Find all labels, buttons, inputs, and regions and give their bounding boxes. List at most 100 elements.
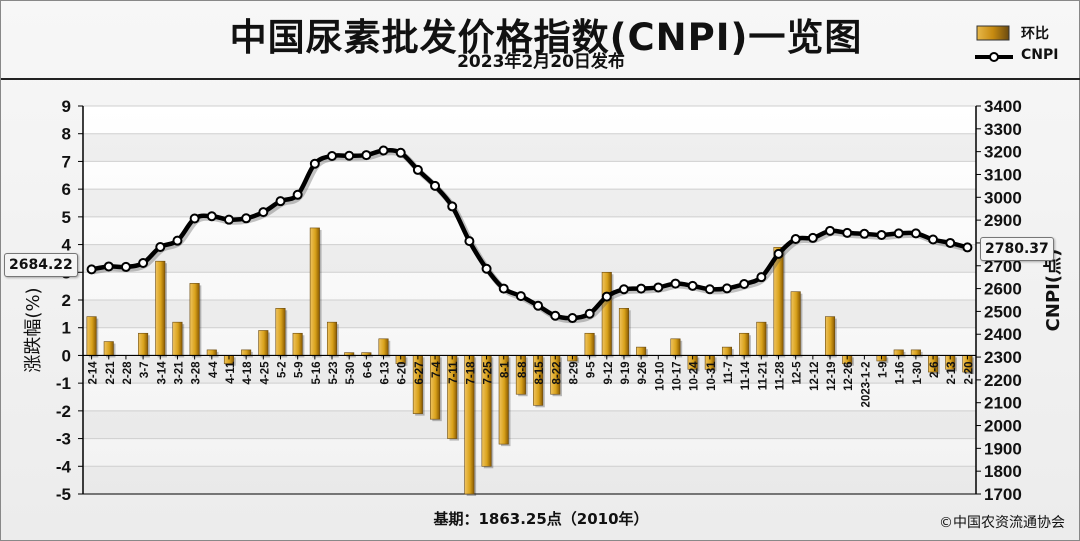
x-tick-label: 11-28 bbox=[775, 361, 787, 390]
cnpi-point bbox=[223, 214, 234, 225]
x-tick-label: 8-15 bbox=[534, 361, 546, 385]
bar bbox=[86, 316, 97, 356]
x-tick-label: 2-13 bbox=[946, 361, 958, 384]
left-tick-label: 0 bbox=[62, 346, 71, 365]
base-period-note: 基期：1863.25点（2010年） bbox=[433, 510, 649, 528]
x-tick-label: 12-19 bbox=[826, 361, 838, 390]
cnpi-point bbox=[601, 291, 612, 302]
cnpi-point bbox=[893, 228, 904, 239]
x-tick-label: 1-9 bbox=[878, 361, 890, 378]
left-tick-label: -1 bbox=[56, 374, 71, 393]
left-tick-label: 4 bbox=[62, 236, 72, 255]
bar bbox=[910, 349, 921, 356]
x-tick-label: 11-21 bbox=[757, 361, 769, 390]
x-tick-label: 12-26 bbox=[843, 361, 855, 390]
right-tick-label: 3200 bbox=[984, 143, 1022, 162]
x-tick-label: 11-7 bbox=[723, 361, 735, 383]
cnpi-point bbox=[206, 211, 217, 222]
right-tick-label: 2200 bbox=[984, 371, 1022, 390]
x-tick-label: 2-28 bbox=[122, 361, 134, 385]
left-tick-label: 5 bbox=[62, 208, 71, 227]
cnpi-point bbox=[910, 228, 921, 239]
x-tick-label: 2-20 bbox=[963, 361, 975, 384]
right-tick-label: 2100 bbox=[984, 394, 1022, 413]
cnpi-point bbox=[120, 261, 131, 272]
cnpi-point bbox=[430, 180, 441, 191]
right-tick-label: 2000 bbox=[984, 417, 1022, 436]
cnpi-point bbox=[962, 242, 973, 253]
cnpi-point bbox=[945, 237, 956, 248]
start-value-callout: 2684.22 bbox=[4, 253, 78, 277]
x-tick-label: 1-30 bbox=[912, 361, 924, 384]
bar bbox=[825, 316, 836, 356]
cnpi-point bbox=[498, 283, 509, 294]
cnpi-line bbox=[91, 147, 968, 321]
cnpi-point bbox=[790, 234, 801, 245]
x-tick-label: 2-6 bbox=[929, 361, 941, 378]
cnpi-point bbox=[309, 158, 320, 169]
x-tick-label: 8-8 bbox=[517, 361, 529, 378]
cnpi-point bbox=[756, 272, 767, 283]
right-tick-label: 1900 bbox=[984, 439, 1022, 458]
x-tick-label: 2023-1-2 bbox=[860, 361, 872, 407]
grid-band bbox=[83, 466, 976, 494]
grid-band bbox=[83, 189, 976, 217]
copyright-note: ©中国农资流通协会 bbox=[939, 515, 1065, 531]
x-tick-label: 8-22 bbox=[551, 361, 563, 384]
x-tick-label: 3-14 bbox=[156, 361, 168, 385]
chart-title: 中国尿素批发价格指数(CNPI)一览图 bbox=[229, 16, 863, 59]
x-tick-label: 4-11 bbox=[225, 361, 237, 384]
right-tick-label: 3000 bbox=[984, 188, 1022, 207]
cnpi-point bbox=[533, 300, 544, 311]
bar bbox=[618, 308, 629, 356]
left-tick-label: -5 bbox=[56, 485, 71, 504]
left-tick-label: 7 bbox=[62, 152, 71, 171]
right-axis-title: CNPI(点) bbox=[1042, 249, 1064, 332]
bar bbox=[172, 321, 183, 356]
bar bbox=[636, 346, 647, 356]
bar bbox=[258, 330, 269, 356]
right-tick-label: 2900 bbox=[984, 211, 1022, 230]
right-tick-label: 3100 bbox=[984, 165, 1022, 184]
cnpi-point bbox=[687, 280, 698, 291]
x-tick-label: 9-12 bbox=[603, 361, 615, 384]
left-tick-label: 1 bbox=[62, 319, 71, 338]
x-tick-label: 9-26 bbox=[637, 361, 649, 384]
legend: 环比 CNPI bbox=[971, 21, 1076, 71]
cnpi-point bbox=[876, 229, 887, 240]
x-tick-label: 5-30 bbox=[345, 361, 357, 384]
bar bbox=[670, 338, 681, 356]
cnpi-point bbox=[464, 236, 475, 247]
cnpi-point bbox=[807, 232, 818, 243]
x-tick-label: 3-7 bbox=[139, 361, 151, 378]
x-tick-label: 6-27 bbox=[414, 361, 426, 384]
x-tick-label: 7-18 bbox=[465, 361, 477, 385]
cnpi-point bbox=[739, 279, 750, 290]
cnpi-point bbox=[327, 150, 338, 161]
x-tick-label: 3-28 bbox=[191, 361, 203, 385]
cnpi-point bbox=[447, 201, 458, 212]
left-tick-label: 2 bbox=[62, 291, 71, 310]
chart-svg: -5-4-3-2-1012345678917001800190020002100… bbox=[23, 97, 1064, 504]
x-tick-label: 5-16 bbox=[311, 361, 323, 384]
bar bbox=[309, 227, 320, 356]
x-tick-label: 12-5 bbox=[792, 361, 804, 385]
legend-item-bar: 环比 bbox=[971, 23, 1076, 43]
bar bbox=[893, 349, 904, 356]
bar bbox=[601, 271, 612, 356]
cnpi-point bbox=[859, 228, 870, 239]
legend-bar-label: 环比 bbox=[1021, 26, 1049, 42]
x-tick-label: 10-31 bbox=[706, 361, 718, 391]
grid-band bbox=[83, 133, 976, 162]
x-tick-label: 11-14 bbox=[740, 361, 752, 390]
x-tick-label: 6-6 bbox=[362, 361, 374, 378]
bar-shadow bbox=[363, 354, 374, 358]
right-tick-label: 2700 bbox=[984, 257, 1022, 276]
cnpi-point bbox=[584, 308, 595, 319]
bar bbox=[584, 332, 595, 356]
x-tick-label: 5-23 bbox=[328, 361, 340, 384]
right-tick-label: 2400 bbox=[984, 325, 1022, 344]
bar bbox=[756, 321, 767, 356]
bar bbox=[378, 338, 389, 356]
cnpi-point bbox=[361, 150, 372, 161]
